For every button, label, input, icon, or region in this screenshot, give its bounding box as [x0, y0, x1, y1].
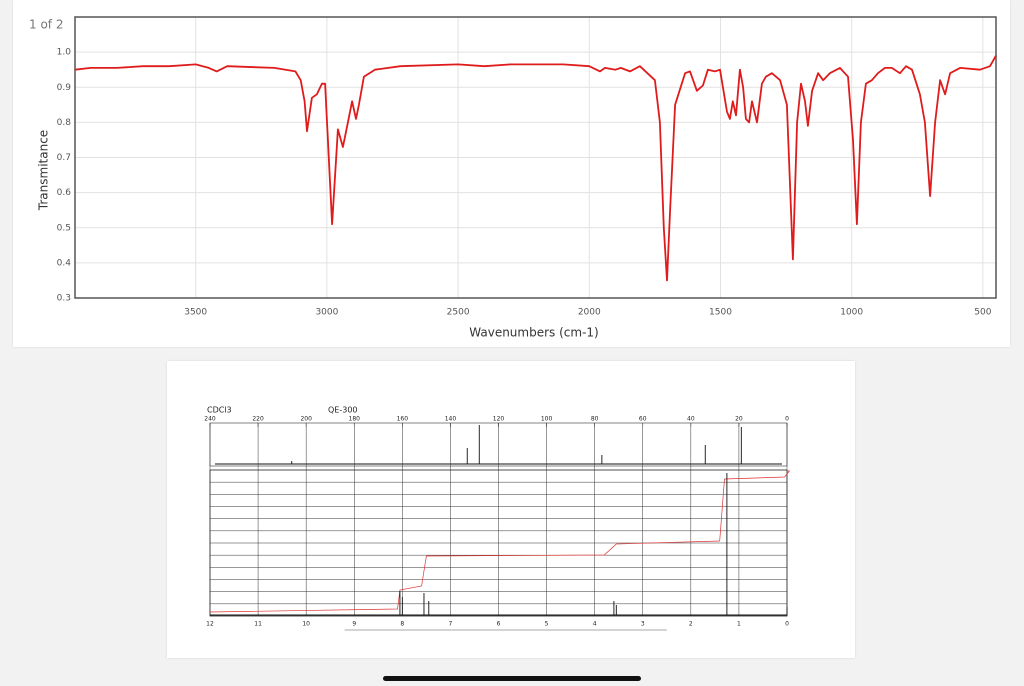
proton-tick-label: 9 — [352, 621, 356, 628]
y-tick-label: 0.7 — [57, 153, 71, 163]
y-tick-label: 0.3 — [57, 294, 71, 304]
x-tick-label: 3000 — [315, 308, 338, 318]
carbon-tick-label: 200 — [300, 416, 312, 423]
proton-tick-label: 12 — [206, 621, 214, 628]
carbon-tick-label: 0 — [785, 416, 789, 423]
carbon-tick-label: 160 — [397, 416, 409, 423]
carbon-tick-label: 120 — [493, 416, 505, 423]
plot-frame — [74, 16, 997, 299]
carbon-tick-label: 180 — [349, 416, 361, 423]
carbon-tick-label: 20 — [735, 416, 743, 423]
proton-spectrum — [210, 473, 788, 616]
carbon-tick-label: 220 — [252, 416, 264, 423]
ir-card: 1 of 2 Wavenumbers (cm-1) Transmitance 3… — [13, 0, 1010, 347]
proton-tick-label: 5 — [545, 621, 549, 628]
x-tick-label: 1000 — [840, 308, 863, 318]
y-tick-label: 0.5 — [57, 223, 71, 233]
y-axis-label: Transmitance — [37, 130, 51, 211]
x-axis-label: Wavenumbers (cm-1) — [469, 326, 598, 340]
home-indicator — [383, 676, 641, 681]
carbon-tick-label: 60 — [639, 416, 647, 423]
proton-tick-label: 8 — [400, 621, 404, 628]
proton-tick-label: 3 — [641, 621, 645, 628]
y-tick-label: 0.6 — [57, 188, 72, 198]
instrument-label: QE-300 — [328, 406, 358, 415]
spectrum-line — [74, 55, 997, 282]
y-tick-label: 0.9 — [57, 83, 72, 93]
proton-tick-label: 11 — [254, 621, 262, 628]
proton-tick-label: 7 — [449, 621, 453, 628]
y-tick-label: 0.4 — [57, 258, 72, 268]
proton-tick-label: 1 — [737, 621, 741, 628]
proton-tick-label: 2 — [689, 621, 693, 628]
carbon-tick-label: 80 — [591, 416, 599, 423]
carbon-tick-label: 100 — [541, 416, 553, 423]
carbon-tick-label: 40 — [687, 416, 695, 423]
proton-tick-label: 4 — [593, 621, 597, 628]
nmr-card: CDCl3 QE-300 240 220 200 180 160 140 120 100 80 6… — [167, 361, 855, 658]
y-tick-label: 1.0 — [57, 48, 72, 58]
carbon-tick-label: 140 — [445, 416, 457, 423]
x-tick-label: 3500 — [184, 308, 207, 318]
x-tick-label: 1500 — [709, 308, 732, 318]
proton-tick-label: 10 — [302, 621, 310, 628]
proton-tick-label: 0 — [785, 621, 789, 628]
carbon-tick-label: 240 — [204, 416, 216, 423]
page-indicator: 1 of 2 — [29, 18, 63, 32]
x-tick-label: 2000 — [578, 308, 601, 318]
proton-tick-label: 6 — [497, 621, 501, 628]
ir-chart: 1 of 2 Wavenumbers (cm-1) Transmitance 3… — [29, 16, 997, 340]
x-tick-label: 500 — [974, 308, 991, 318]
proton-integral — [209, 470, 791, 613]
nmr-image: CDCl3 QE-300 240 220 200 180 160 140 120 100 80 6… — [204, 406, 791, 631]
x-tick-label: 2500 — [447, 308, 470, 318]
solvent-label: CDCl3 — [207, 406, 232, 415]
y-tick-label: 0.8 — [57, 118, 72, 128]
